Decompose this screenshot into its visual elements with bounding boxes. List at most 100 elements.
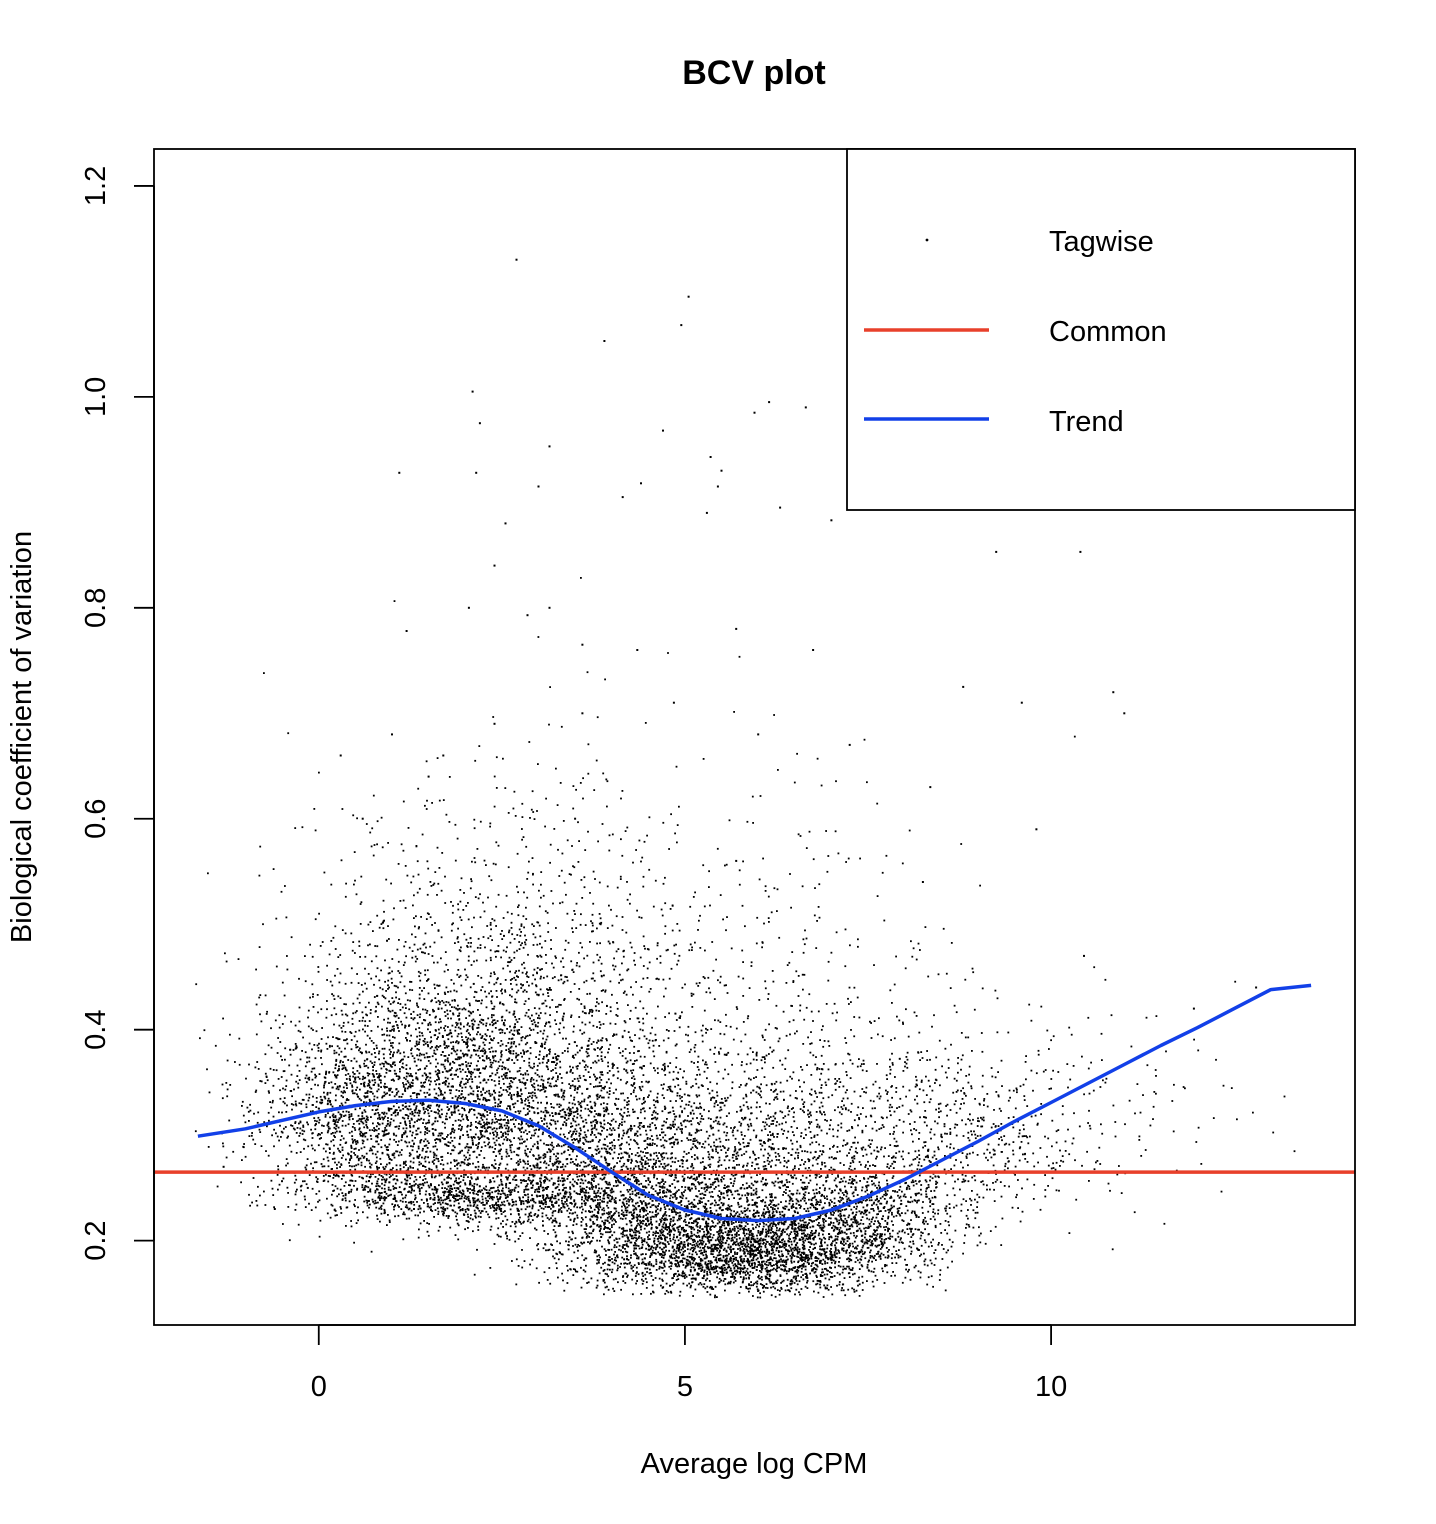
tagwise-point [461,1107,464,1109]
tagwise-point [467,1093,470,1096]
tagwise-point [333,1049,336,1052]
tagwise-point [634,1060,636,1062]
tagwise-point [483,1038,486,1040]
tagwise-point [308,1078,311,1081]
tagwise-point [515,1203,518,1206]
tagwise-point [462,1179,465,1182]
tagwise-point [591,1184,594,1187]
tagwise-point [526,1034,529,1037]
tagwise-point [375,1125,378,1128]
tagwise-point [506,1130,509,1133]
tagwise-point [641,1029,644,1032]
tagwise-point [372,1200,374,1203]
tagwise-point [637,1180,640,1183]
tagwise-point [434,1080,436,1083]
tagwise-point [462,1134,464,1136]
tagwise-point [326,1156,329,1159]
tagwise-point [387,1107,390,1110]
tagwise-point [392,1154,395,1157]
tagwise-point [317,1144,320,1147]
tagwise-point [426,1010,429,1012]
tagwise-point [416,1014,419,1016]
tagwise-point [366,1138,369,1141]
tagwise-point [459,1135,462,1138]
tagwise-point [412,1018,415,1021]
tagwise-point [423,1112,426,1115]
tagwise-point [377,1178,380,1180]
tagwise-point [552,1057,555,1059]
tagwise-point [352,1141,354,1144]
tagwise-point [466,1151,469,1154]
tagwise-point [556,1168,558,1171]
tagwise-point [320,1098,323,1101]
tagwise-point [332,1116,335,1119]
tagwise-point [385,1146,388,1149]
tagwise-point [284,1058,286,1061]
tagwise-point [483,1121,485,1124]
tagwise-point [402,1082,404,1084]
tagwise-point [568,1174,571,1176]
tagwise-point [544,1156,547,1158]
tagwise-point [380,1079,382,1082]
tagwise-point [532,1184,534,1187]
tagwise-point [499,983,502,985]
tagwise-point [412,1201,415,1203]
tagwise-point [326,1197,328,1200]
tagwise-point [561,1177,564,1180]
tagwise-point [327,1165,330,1168]
tagwise-point [544,1115,547,1118]
tagwise-point [443,1042,446,1044]
tagwise-point [478,1000,481,1002]
tagwise-point [411,1075,414,1078]
tagwise-point [404,1089,406,1091]
tagwise-point [514,1077,517,1079]
tagwise-point [547,989,549,991]
tagwise-point [487,896,489,899]
tagwise-point [496,1020,499,1022]
tagwise-point [499,1196,502,1198]
tagwise-point [678,1094,681,1097]
tagwise-point [631,1085,634,1087]
tagwise-point [559,1060,561,1063]
tagwise-point [339,1113,342,1116]
tagwise-point [493,971,495,974]
tagwise-point [570,1112,573,1115]
tagwise-point [508,1139,511,1141]
tagwise-point [638,1086,641,1088]
tagwise-point [319,1101,321,1104]
tagwise-point [340,1050,343,1053]
tagwise-point [404,1120,406,1123]
tagwise-point [246,1106,249,1109]
tagwise-point [385,1071,388,1074]
tagwise-point [378,1166,380,1169]
tagwise-point [602,1194,605,1197]
tagwise-point [442,1210,445,1213]
tagwise-point [420,1081,423,1084]
tagwise-point [469,1181,472,1184]
tagwise-point [383,1057,385,1060]
tagwise-point [676,963,678,966]
tagwise-point [467,1146,470,1149]
tagwise-point [264,1204,267,1206]
tagwise-point [484,1039,487,1041]
tagwise-point [325,1016,328,1019]
tagwise-point [697,985,700,987]
tagwise-point [375,975,377,978]
tagwise-point [303,1130,306,1133]
tagwise-point [340,1178,343,1180]
tagwise-point [344,1091,346,1094]
tagwise-point [432,1122,435,1125]
tagwise-point [457,1152,460,1155]
tagwise-point [335,1051,338,1054]
tagwise-point [623,1111,626,1114]
tagwise-point [546,1125,549,1128]
tagwise-point [418,1153,421,1156]
tagwise-point [369,921,372,923]
tagwise-point [422,1084,424,1087]
tagwise-point [496,1207,498,1209]
tagwise-point [377,1143,380,1146]
tagwise-point [566,976,568,978]
tagwise-point [615,1033,618,1036]
tagwise-point [531,982,534,985]
tagwise-point [450,1041,452,1044]
